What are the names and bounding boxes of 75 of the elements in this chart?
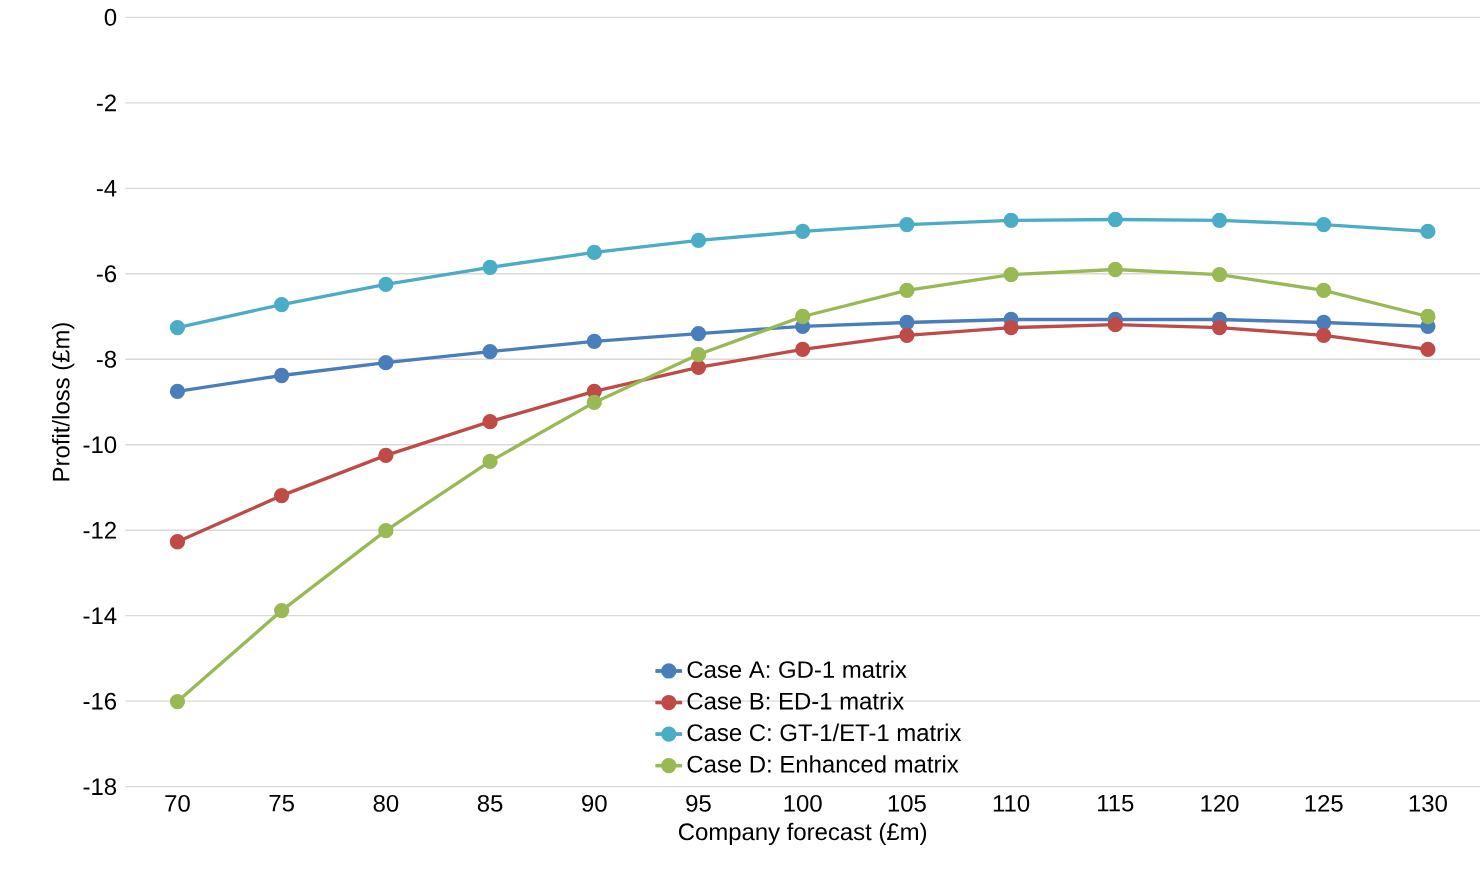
point xyxy=(274,296,290,313)
y-axis-title: Profit/loss (£m) xyxy=(52,322,75,481)
point xyxy=(795,223,811,239)
point xyxy=(586,394,602,410)
x-tick-label: 80 xyxy=(373,794,399,812)
x-tick-label: 90 xyxy=(582,794,607,812)
x-tick-label: 120 xyxy=(1201,794,1239,812)
point xyxy=(899,327,915,343)
point xyxy=(482,453,498,469)
y-tick-label: -16 xyxy=(83,692,117,710)
point xyxy=(1420,223,1436,239)
x-tick-label: 95 xyxy=(686,794,711,812)
point xyxy=(795,308,811,324)
x-axis-title: Company forecast (£m) xyxy=(678,822,927,845)
x-tick-label: 130 xyxy=(1409,794,1447,812)
point xyxy=(378,447,394,463)
point xyxy=(1420,341,1436,357)
x-tick-label: 125 xyxy=(1305,794,1343,812)
point xyxy=(1316,314,1332,330)
point xyxy=(1107,316,1123,333)
point xyxy=(690,325,707,342)
point xyxy=(378,354,394,371)
point xyxy=(795,341,811,357)
point xyxy=(1003,266,1019,283)
point xyxy=(899,314,915,330)
x-tick-label: 105 xyxy=(888,794,926,812)
point xyxy=(482,343,498,360)
point xyxy=(1003,319,1019,336)
point xyxy=(169,533,186,550)
y-tick-label: -6 xyxy=(96,265,117,283)
point xyxy=(586,244,602,260)
point xyxy=(899,216,915,233)
x-tick-label: 70 xyxy=(165,794,190,812)
y-tick-label: -2 xyxy=(96,94,116,111)
x-tick-label: 75 xyxy=(269,794,294,812)
y-tick-label: -8 xyxy=(96,350,117,368)
point xyxy=(899,282,915,298)
point xyxy=(378,276,394,292)
point xyxy=(1211,266,1228,283)
point xyxy=(1107,211,1123,227)
point xyxy=(1107,261,1123,277)
point xyxy=(378,522,394,539)
y-tick-label: -10 xyxy=(83,436,117,454)
point xyxy=(1420,308,1436,324)
point xyxy=(169,693,186,710)
x-tick-label: 85 xyxy=(477,794,503,812)
x-tick-label: 110 xyxy=(993,794,1030,812)
point xyxy=(1316,282,1332,298)
legend-label: Case A: GD-1 matrix xyxy=(687,660,907,678)
point xyxy=(1003,212,1019,228)
legend-label: Case C: GT-1/ET-1 matrix xyxy=(687,723,962,741)
point xyxy=(690,359,707,375)
point xyxy=(274,602,290,619)
point xyxy=(274,367,290,383)
y-tick-label: -12 xyxy=(83,521,116,539)
point xyxy=(586,333,602,349)
point xyxy=(169,383,186,399)
point xyxy=(1211,212,1228,228)
point xyxy=(690,346,707,363)
point xyxy=(1316,327,1332,343)
x-tick-label: 115 xyxy=(1098,794,1134,812)
point xyxy=(169,319,186,336)
x-tick-label: 100 xyxy=(784,794,822,812)
y-tick-label: -14 xyxy=(83,607,117,624)
y-tick-label: 0 xyxy=(104,8,117,26)
point xyxy=(1211,319,1228,336)
point xyxy=(274,487,290,504)
point xyxy=(690,232,707,248)
legend-label: Case B: ED-1 matrix xyxy=(687,691,904,710)
point xyxy=(482,413,498,430)
legend-label: Case D: Enhanced matrix xyxy=(687,754,959,773)
y-tick-label: -4 xyxy=(96,179,117,197)
y-tick-label: -18 xyxy=(83,778,117,795)
point xyxy=(1316,216,1332,233)
point xyxy=(482,259,498,275)
